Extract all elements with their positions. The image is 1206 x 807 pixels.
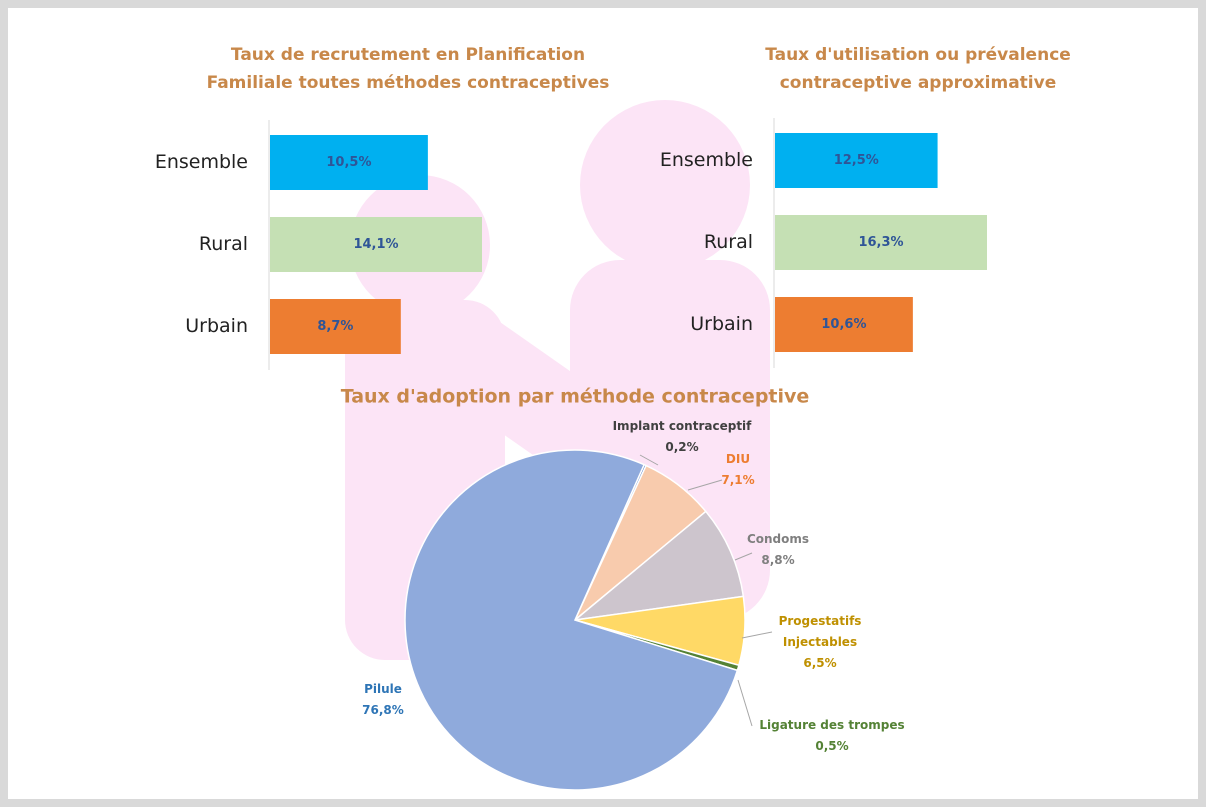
slice-value: 76,8% <box>343 700 423 721</box>
chart-title: Taux d'adoption par méthode contraceptiv… <box>341 386 810 408</box>
chart-title: Familiale toutes méthodes contraceptives <box>207 73 610 93</box>
category-label: Ensemble <box>660 149 753 171</box>
category-label: Rural <box>199 233 248 255</box>
value-label: 10,5% <box>326 155 371 170</box>
slice-name: Implant contraceptif <box>592 416 772 437</box>
chart-title: Taux de recrutement en Planification <box>231 45 585 65</box>
value-label: 14,1% <box>353 237 398 252</box>
value-label: 10,6% <box>821 317 866 332</box>
page: Taux de recrutement en Planification Fami… <box>0 0 1206 807</box>
slice-name: Pilule <box>343 679 423 700</box>
value-label: 16,3% <box>858 235 903 250</box>
slice-name: Progestatifs Injectables <box>765 611 875 653</box>
value-label: 12,5% <box>834 153 879 168</box>
slice-name: Condoms <box>738 529 818 550</box>
slice-value: 6,5% <box>765 653 875 674</box>
slice-value: 7,1% <box>708 470 768 491</box>
value-label: 8,7% <box>317 319 353 334</box>
category-label: Ensemble <box>155 151 248 173</box>
chart-title: contraceptive approximative <box>780 73 1057 93</box>
slice-name: Ligature des trompes <box>732 715 932 736</box>
category-label: Rural <box>704 231 753 253</box>
category-label: Urbain <box>690 313 753 335</box>
slice-value: 8,8% <box>738 550 818 571</box>
slice-value: 0,5% <box>732 736 932 757</box>
slice-name: DIU <box>708 449 768 470</box>
chart-title: Taux d'utilisation ou prévalence <box>765 45 1071 65</box>
category-label: Urbain <box>185 315 248 337</box>
chart: Taux de recrutement en Planification Fami… <box>0 0 1206 807</box>
